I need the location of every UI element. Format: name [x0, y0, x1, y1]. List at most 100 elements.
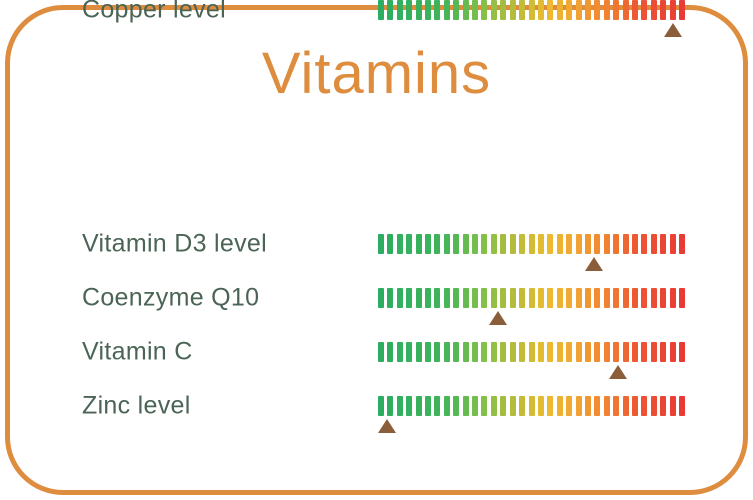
gauge-segment: [481, 288, 488, 308]
marker-triangle-icon: [608, 365, 627, 379]
gauge-segment: [660, 234, 667, 254]
gauge-segment: [406, 288, 413, 308]
gauge-segment: [443, 288, 450, 308]
gauge-segment: [556, 0, 563, 20]
gauge-segment: [613, 0, 620, 20]
gauge-segment: [622, 288, 629, 308]
gauge-bar: [378, 396, 685, 416]
gauge-segment: [613, 342, 620, 362]
gauge-segment: [415, 396, 422, 416]
marker-triangle-icon: [584, 257, 603, 271]
gauge-segment: [594, 0, 601, 20]
gauge-segment: [669, 0, 676, 20]
gauge-segment: [613, 396, 620, 416]
gauge-segment: [378, 234, 384, 254]
gauge-segment: [594, 396, 601, 416]
gauge-segment: [594, 342, 601, 362]
gauge-segment: [631, 234, 638, 254]
gauge-segment: [641, 396, 648, 416]
gauge-segment: [500, 288, 507, 308]
gauge-segment: [434, 396, 441, 416]
gauge-segment: [679, 342, 685, 362]
row-label: Zinc level: [82, 391, 191, 420]
marker-triangle-icon: [489, 311, 508, 325]
gauge-bar-wrap: [378, 342, 685, 379]
gauge-segment: [425, 234, 432, 254]
gauge-segment: [650, 288, 657, 308]
gauge-segment: [490, 396, 497, 416]
gauge-segment: [575, 288, 582, 308]
gauge-segment: [443, 396, 450, 416]
gauge-segment: [622, 396, 629, 416]
gauge-segment: [528, 396, 535, 416]
gauge-segment: [481, 0, 488, 20]
gauge-segment: [406, 396, 413, 416]
gauge-segment: [378, 342, 384, 362]
gauge-segment: [575, 0, 582, 20]
gauge-segment: [415, 288, 422, 308]
gauge-segment: [556, 234, 563, 254]
gauge-segment: [453, 0, 460, 20]
gauge-bar: [378, 342, 685, 362]
gauge-segment: [490, 234, 497, 254]
gauge-segment: [547, 396, 554, 416]
gauge-segment: [462, 288, 469, 308]
gauge-segment: [434, 234, 441, 254]
gauge-segment: [472, 396, 479, 416]
gauge-segment: [631, 0, 638, 20]
gauge-segment: [594, 234, 601, 254]
gauge-segment: [443, 342, 450, 362]
gauge-segment: [462, 234, 469, 254]
gauge-segment: [631, 288, 638, 308]
gauge-segment: [472, 0, 479, 20]
gauge-segment: [406, 234, 413, 254]
gauge-segment: [622, 0, 629, 20]
gauge-segment: [584, 288, 591, 308]
chart-title: Vitamins: [261, 41, 492, 106]
gauge-segment: [556, 342, 563, 362]
gauge-segment: [378, 0, 384, 20]
gauge-segment: [490, 0, 497, 20]
gauge-segment: [481, 342, 488, 362]
gauge-segment: [472, 342, 479, 362]
gauge-segment: [434, 342, 441, 362]
gauge-segment: [472, 288, 479, 308]
gauge-bar: [378, 288, 685, 308]
gauge-bar-wrap: [378, 288, 685, 325]
gauge-segment: [387, 0, 394, 20]
gauge-segment: [519, 0, 526, 20]
gauge-segment: [519, 234, 526, 254]
gauge-segment: [462, 0, 469, 20]
gauge-segment: [631, 396, 638, 416]
gauge-segment: [660, 0, 667, 20]
gauge-segment: [603, 342, 610, 362]
gauge-segment: [537, 288, 544, 308]
gauge-segment: [519, 288, 526, 308]
gauge-row-copper: Copper level: [0, 0, 753, 37]
gauge-bar-wrap: [378, 234, 685, 271]
gauge-segment: [387, 288, 394, 308]
gauge-segment: [490, 288, 497, 308]
gauge-segment: [566, 396, 573, 416]
gauge-row-coenzyme-q10: Coenzyme Q10: [0, 284, 753, 325]
gauge-segment: [669, 342, 676, 362]
gauge-segment: [584, 342, 591, 362]
gauge-segment: [650, 396, 657, 416]
gauge-segment: [650, 342, 657, 362]
gauge-segment: [613, 288, 620, 308]
gauge-segment: [481, 234, 488, 254]
gauge-segment: [556, 288, 563, 308]
gauge-segment: [396, 342, 403, 362]
gauge-segment: [669, 288, 676, 308]
gauge-segment: [537, 234, 544, 254]
gauge-segment: [566, 234, 573, 254]
gauge-segment: [603, 396, 610, 416]
gauge-segment: [650, 0, 657, 20]
gauge-segment: [547, 0, 554, 20]
gauge-segment: [434, 288, 441, 308]
gauge-segment: [679, 0, 685, 20]
gauge-segment: [415, 234, 422, 254]
gauge-segment: [396, 396, 403, 416]
gauge-segment: [603, 234, 610, 254]
